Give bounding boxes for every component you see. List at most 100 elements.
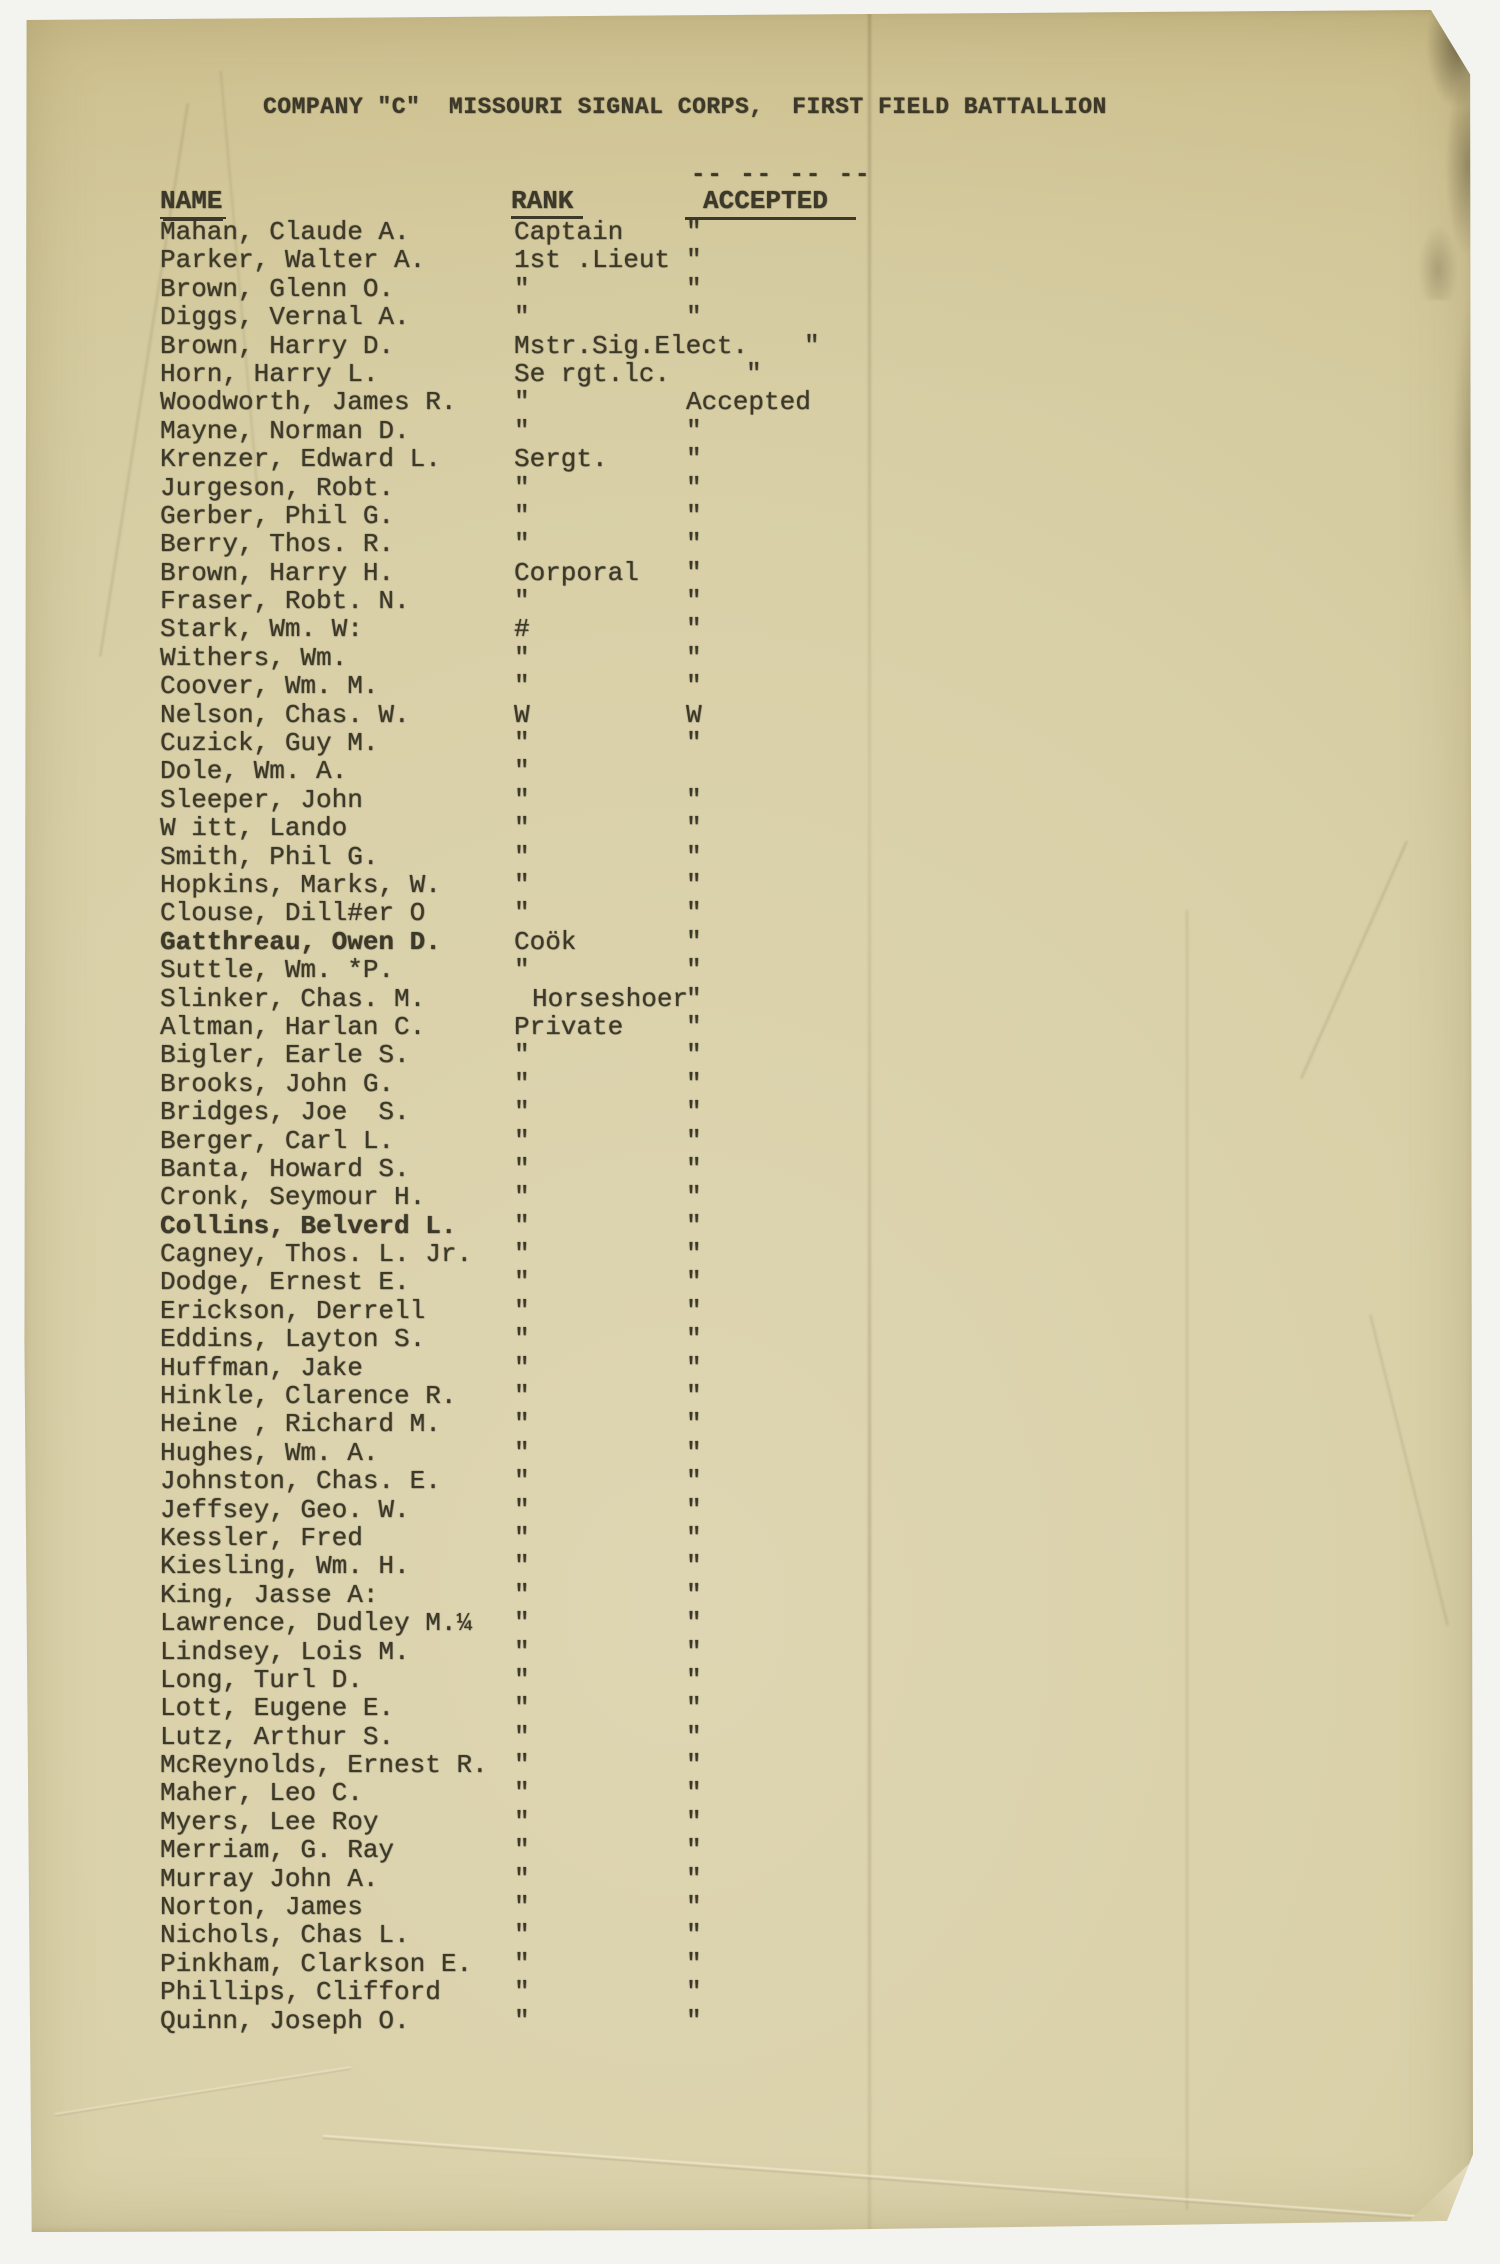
roster-row: Mahan, Claude A. Captain " [24,217,1473,247]
roster-accepted-mark: " [686,728,702,759]
roster-name: Parker, Walter A. [160,245,426,276]
roster-name: Cronk, Seymour H. [160,1182,426,1213]
roster-row: Jurgeson, Robt. " " [24,472,1473,503]
roster-name: Lutz, Arthur S. [160,1721,395,1752]
roster-name: Berry, Thos. R. [160,529,395,560]
roster-accepted-mark: " [686,500,702,531]
roster-name: Merriam, G. Ray [160,1835,395,1866]
roster-name: Diggs, Vernal A. [160,302,410,333]
roster-name: Murray John A. [160,1863,379,1894]
roster-rank: Corporal [514,557,639,588]
roster-row: Sleeper, John " " [24,784,1473,815]
roster-row: King, Jasse A: " " [24,1579,1473,1610]
roster-row: Cronk, Seymour H. " " [24,1182,1473,1213]
roster-accepted-mark: " [686,1040,702,1071]
roster-rank: " [514,1892,530,1923]
roster-rank: " [514,1522,530,1553]
roster-rank: " [514,1636,530,1667]
typed-content: COMPANY "C" MISSOURI SIGNAL CORPS, FIRST… [24,10,1473,2232]
roster-rank: " [514,1835,530,1866]
roster-accepted-mark: W [686,699,702,730]
roster-rank: Sergt. [514,444,608,475]
roster-name: McReynolds, Ernest R. [160,1750,488,1781]
roster-row: Eddins, Layton S. " " [24,1324,1473,1354]
roster-rank: " [514,1721,530,1752]
roster-name: Johnston, Chas. E. [160,1466,441,1497]
roster-row: Nichols, Chas L. " " [24,1920,1473,1951]
roster-accepted-mark: " [686,444,702,475]
roster-row: Pinkham, Clarkson E. " " [24,1948,1473,1979]
roster-row: Hopkins, Marks, W. " " [24,869,1473,900]
roster-accepted-mark: " [686,472,702,503]
roster-rank: " [514,671,530,702]
roster-rank: " [514,841,530,872]
roster-row: Brown, Harry D. Mstr.Sig.Elect. " [24,330,1473,361]
roster-row: Maher, Leo C. " " [24,1778,1473,1809]
roster-name: King, Jasse A: [160,1579,379,1610]
roster-row: Lott, Eugene E. " " [24,1693,1473,1723]
roster-row: Mayne, Norman D. " " [24,415,1473,446]
roster-row: Coover, Wm. M. " " [24,671,1473,702]
roster-accepted-mark: " [686,1522,702,1553]
roster-accepted-mark: " [686,1579,702,1610]
roster-accepted-mark: " [686,1551,702,1582]
roster-accepted-mark: " [686,671,702,702]
roster-row: Banta, Howard S. " " [24,1153,1473,1184]
roster-accepted-mark: " [686,217,702,247]
roster-rank: # [514,614,530,645]
roster-name: Hinkle, Clarence R. [160,1381,457,1412]
roster-name: Altman, Harlan C. [160,1011,426,1042]
roster-rank: " [514,1778,530,1809]
roster-accepted-mark: " [686,1948,702,1979]
roster-rank: " [514,642,530,673]
roster-accepted-mark: " [686,1920,702,1951]
column-headers: NAME RANK ACCEPTED [24,186,1473,220]
roster-accepted-mark: " [686,557,702,588]
roster-row: Fraser, Robt. N. " " [24,586,1473,616]
roster-accepted-mark: " [686,784,702,815]
roster-accepted-mark: " [686,1892,702,1923]
roster-name: Coover, Wm. M. [160,671,379,702]
roster-accepted-mark: " [686,1863,702,1894]
roster-accepted-mark: " [686,614,702,645]
document-title: COMPANY "C" MISSOURI SIGNAL CORPS, FIRST… [263,94,1107,120]
roster-row: Norton, James " " [24,1892,1473,1923]
roster-name: Krenzer, Edward L. [160,444,441,475]
roster-rank: " [514,1920,530,1951]
roster-accepted-mark: " [686,1721,702,1752]
roster-rank: " [514,273,530,304]
roster-accepted-mark: " [686,1210,702,1241]
roster-row: Cuzick, Guy M. " " [24,728,1473,759]
roster-rank: " [514,1125,530,1156]
roster-accepted-mark: " [686,1182,702,1213]
roster-name: Quinn, Joseph O. [160,2005,410,2036]
roster-rank: " [514,1153,530,1184]
roster-row: Quinn, Joseph O. " " [24,2005,1473,2036]
roster-accepted-mark: " [686,1068,702,1099]
roster-row: Gatthreau, Owen D. Coök " [24,927,1473,957]
roster-rank: " [514,1352,530,1383]
roster-name: Hopkins, Marks, W. [160,869,441,900]
roster-row: Bigler, Earle S. " " [24,1040,1473,1071]
roster-row: McReynolds, Ernest R. " " [24,1750,1473,1781]
roster-row: Parker, Walter A. 1st .Lieut " [24,245,1473,276]
roster-row: Erickson, Derrell " " [24,1295,1473,1326]
roster-rank: " [514,1977,530,2008]
roster-row: Dole, Wm. A. " [24,756,1473,786]
roster-row: Slinker, Chas. M. Horseshoer " [24,984,1473,1014]
roster-name: Brown, Harry D. [160,330,395,361]
roster-rank: " [514,1409,530,1440]
roster-rank: " [514,529,530,560]
roster-accepted-mark: " [686,813,702,844]
roster-name: Jurgeson, Robt. [160,472,395,503]
roster-name: Erickson, Derrell [160,1295,426,1326]
roster-name: Smith, Phil G. [160,841,379,872]
roster-row: Smith, Phil G. " " [24,841,1473,872]
roster-rank: " [514,728,530,759]
roster-accepted-mark: " [686,415,702,446]
roster-name: Heine , Richard M. [160,1409,441,1440]
roster-accepted-mark: " [804,330,820,361]
roster-name: Lawrence, Dudley M.¼ [160,1608,473,1639]
roster-name: Cagney, Thos. L. Jr. [160,1239,473,1270]
roster-name: Sleeper, John [160,784,363,815]
